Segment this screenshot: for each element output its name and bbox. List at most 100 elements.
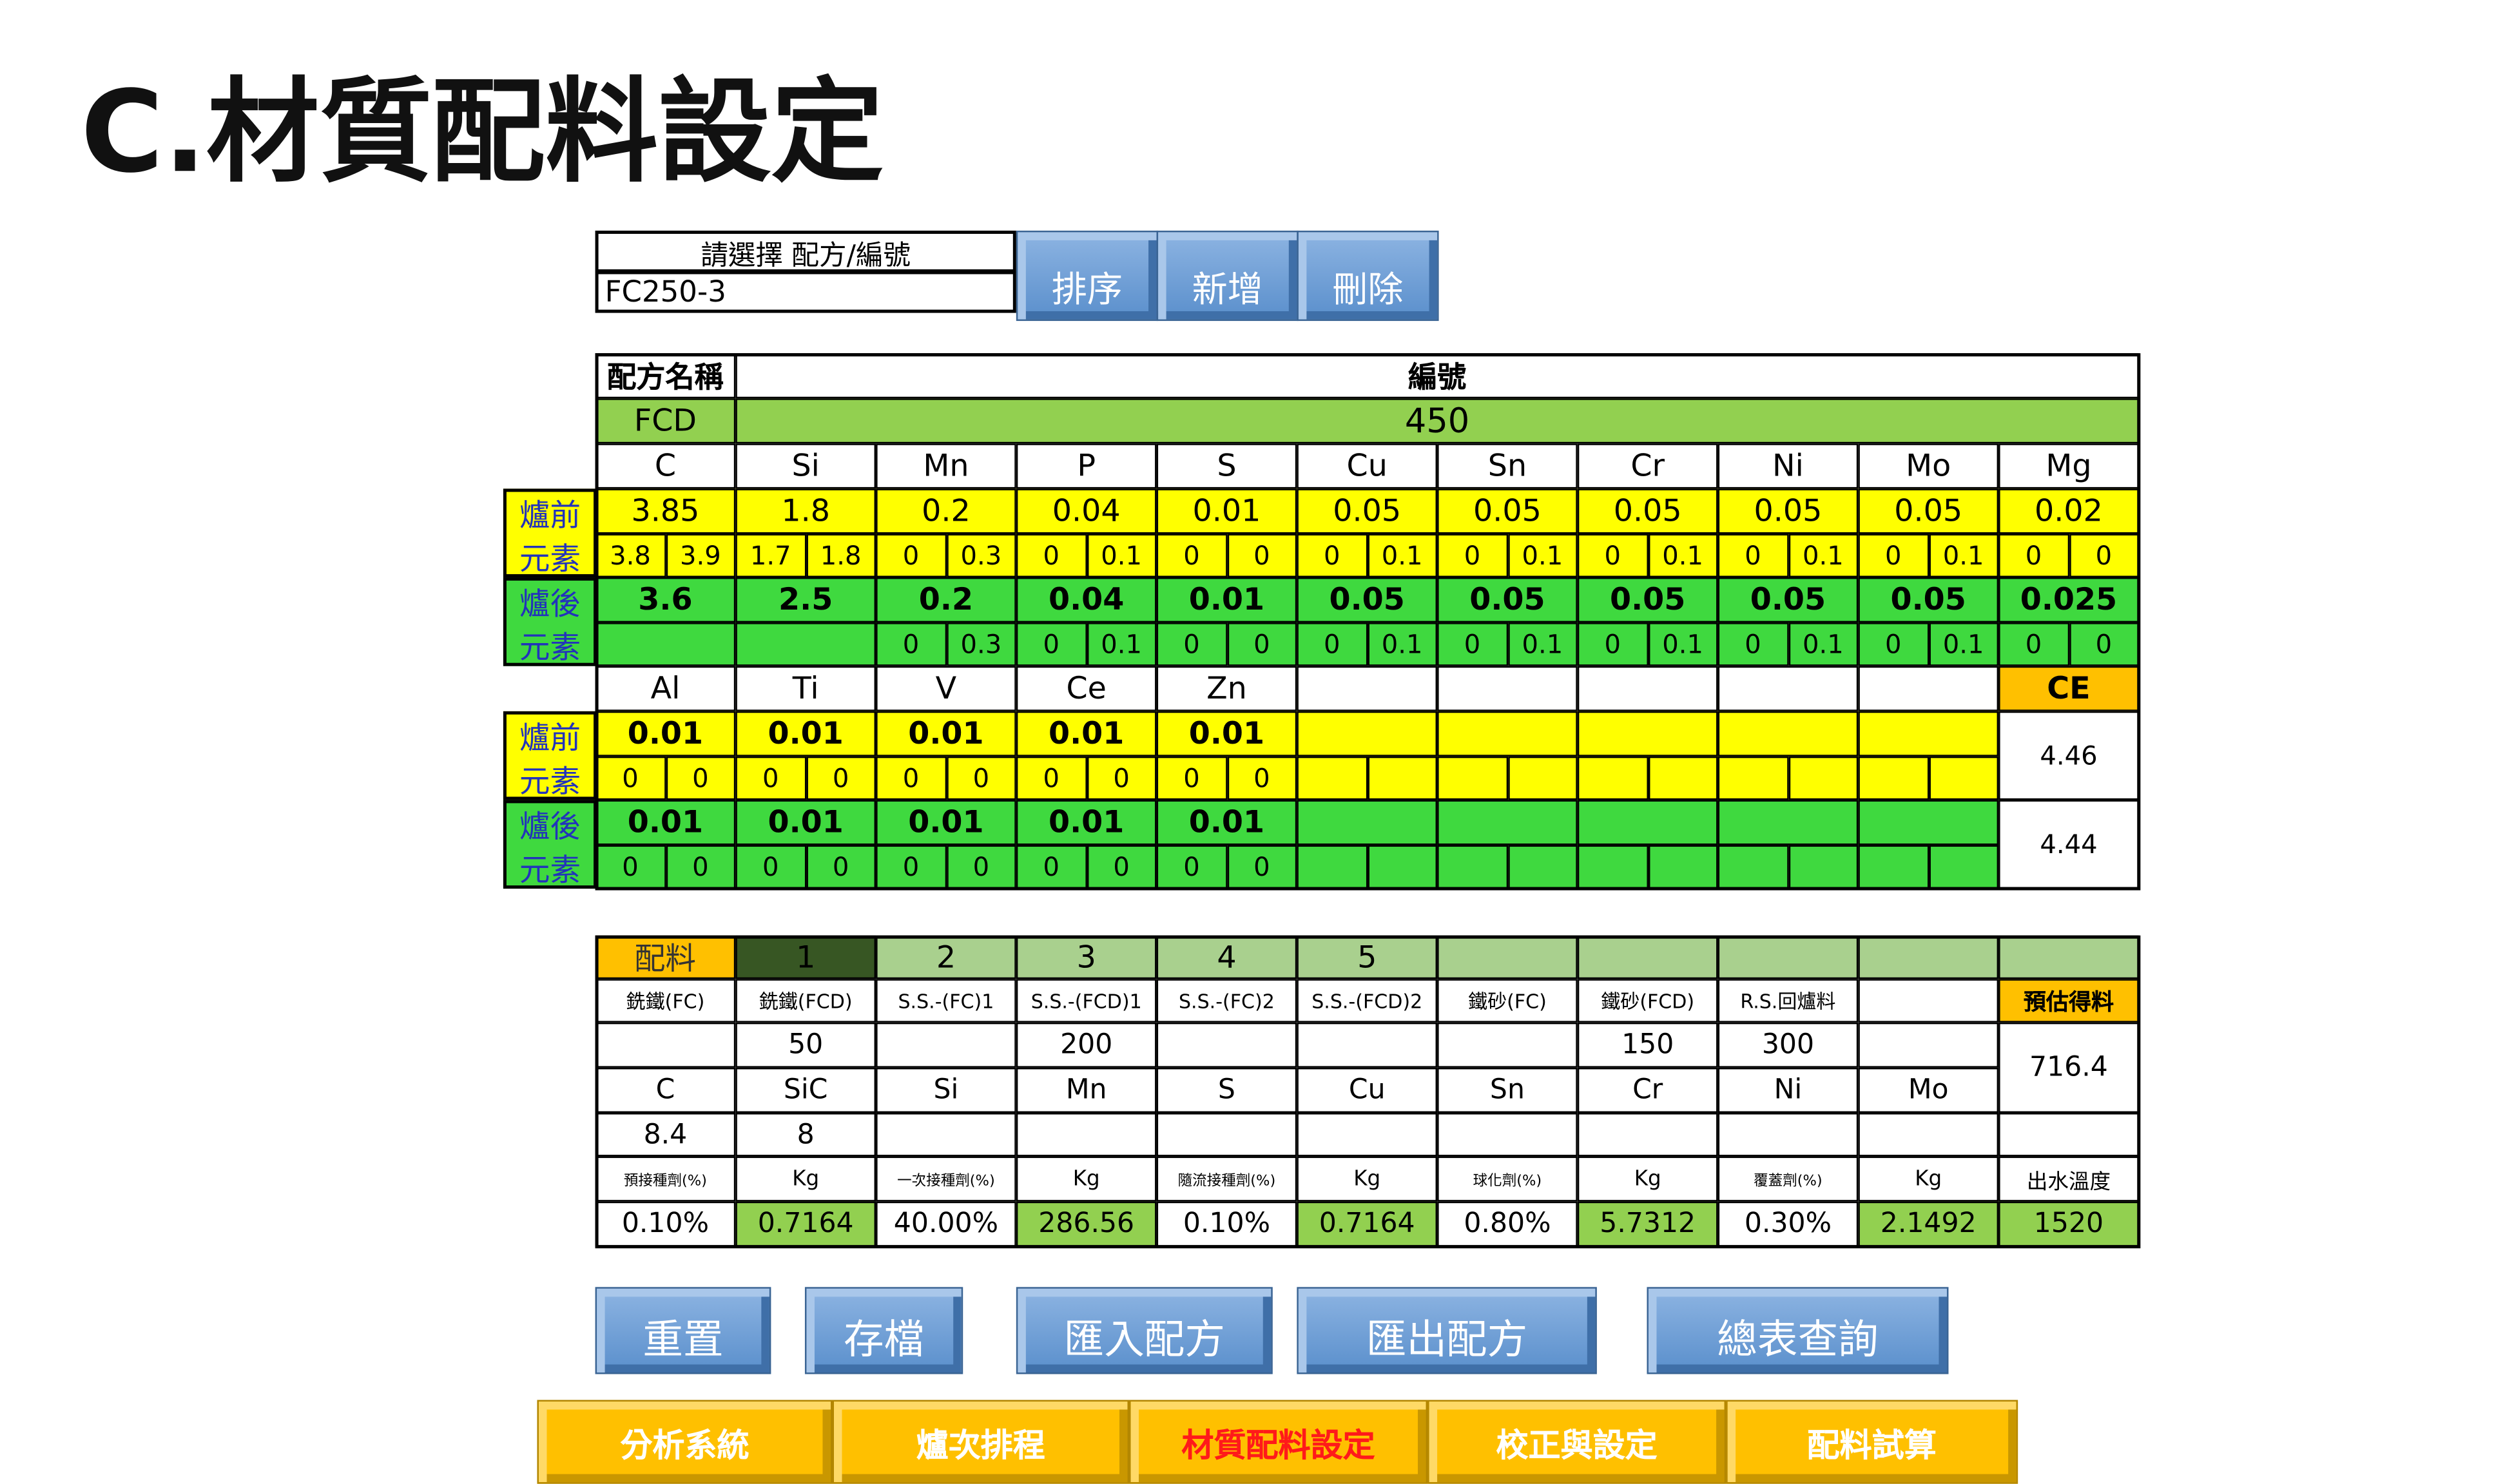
after2-value: 0.01 [735, 800, 876, 845]
side-label-line: 爐後 [519, 809, 581, 845]
row-side-label: 爐後 元素 [503, 800, 597, 889]
before2-value [1577, 711, 1718, 756]
additive-amount: 8 [735, 1113, 876, 1157]
material-name: S.S.-(FCD)2 [1297, 979, 1438, 1023]
range-max: 0.1 [1647, 622, 1718, 666]
element-name: Sn [1437, 443, 1578, 489]
range-min: 0 [1717, 534, 1788, 578]
material-amount [595, 1022, 736, 1068]
range-max: 0.1 [1367, 622, 1438, 666]
param-label: 預接種劑(%) [595, 1156, 736, 1202]
after2-value [1577, 800, 1718, 845]
range-min: 0 [1156, 622, 1227, 666]
additive-amount [1577, 1113, 1718, 1157]
range-max: 0.1 [1788, 534, 1859, 578]
after-value: 0.05 [1437, 577, 1578, 623]
nav-tab[interactable]: 校正與設定 [1427, 1400, 1726, 1484]
range-empty [1717, 845, 1788, 889]
range-min: 0 [1437, 534, 1507, 578]
param-label: Kg [1577, 1156, 1718, 1202]
range-empty [1507, 756, 1578, 800]
element2-name [1437, 666, 1578, 711]
before2-value [1437, 711, 1578, 756]
range-max: 0.1 [1367, 534, 1438, 578]
material-name [1858, 979, 1999, 1023]
element-name: P [1016, 443, 1157, 489]
nav-tab[interactable]: 配料試算 [1726, 1400, 2018, 1484]
range-min: 0 [1016, 622, 1087, 666]
material-amount: 200 [1016, 1022, 1157, 1068]
row-side-label: 爐前 元素 [503, 488, 597, 578]
material-name: S.S.-(FC)2 [1156, 979, 1297, 1023]
action-button[interactable]: 匯入配方 [1016, 1287, 1273, 1374]
range-min: 0 [595, 845, 666, 889]
range-max: 0.3 [945, 534, 1016, 578]
range-max: 3.9 [665, 534, 736, 578]
range-min: 0 [1717, 622, 1788, 666]
before-value: 0.05 [1577, 488, 1718, 534]
after-value: 0.04 [1016, 577, 1157, 623]
action-button[interactable]: 匯出配方 [1297, 1287, 1597, 1374]
additive-name: C [595, 1067, 736, 1113]
range-empty [1577, 756, 1648, 800]
param-value: 0.10% [1156, 1201, 1297, 1247]
range-min: 0 [876, 845, 946, 889]
side-label-line: 爐前 [519, 498, 581, 534]
before2-value [1297, 711, 1438, 756]
material-name: 銑鐵(FCD) [735, 979, 876, 1023]
before-value: 0.05 [1858, 488, 1999, 534]
range-min: 3.8 [595, 534, 666, 578]
range-empty [1437, 845, 1507, 889]
element2-name: Al [595, 666, 736, 711]
additive-name: Sn [1437, 1067, 1578, 1113]
selector-button[interactable]: 排序 [1016, 230, 1159, 322]
nav-tab[interactable]: 材質配料設定 [1129, 1400, 1428, 1484]
additive-name: SiC [735, 1067, 876, 1113]
action-button[interactable]: 存檔 [804, 1287, 963, 1374]
before-value: 0.05 [1437, 488, 1578, 534]
param-value: 286.56 [1016, 1201, 1157, 1247]
nav-tab[interactable]: 分析系統 [537, 1400, 833, 1484]
after-value: 0.05 [1297, 577, 1438, 623]
action-button[interactable]: 重置 [595, 1287, 771, 1374]
range-empty [735, 622, 876, 666]
range-max: 0.3 [945, 622, 1016, 666]
range-max: 0 [1226, 845, 1297, 889]
before2-value [1717, 711, 1859, 756]
material-amount [1437, 1022, 1578, 1068]
element-name: Mg [1998, 443, 2139, 489]
material-amount: 300 [1717, 1022, 1859, 1068]
before-value: 0.2 [876, 488, 1016, 534]
param-label: 覆蓋劑(%) [1717, 1156, 1859, 1202]
selector-button[interactable]: 新增 [1156, 230, 1299, 322]
param-value: 40.00% [876, 1201, 1016, 1247]
side-label-line: 爐後 [519, 587, 581, 623]
param-value: 0.80% [1437, 1201, 1578, 1247]
range-max: 0 [806, 756, 876, 800]
param-label: 出水溫度 [1998, 1156, 2139, 1202]
selector-button[interactable]: 刪除 [1297, 230, 1439, 322]
after-value: 0.2 [876, 577, 1016, 623]
additive-name: S [1156, 1067, 1297, 1113]
nav-tab[interactable]: 爐次排程 [832, 1400, 1130, 1484]
additive-amount [1998, 1113, 2139, 1157]
row-side-label: 爐前 元素 [503, 711, 597, 800]
before-value: 0.05 [1297, 488, 1438, 534]
after2-value: 0.01 [876, 800, 1016, 845]
after2-value [1297, 800, 1438, 845]
page-title: C.材質配料設定 [81, 66, 884, 198]
action-button[interactable]: 總表查詢 [1647, 1287, 1949, 1374]
selector-label: 請選擇 配方/編號 [595, 230, 1016, 273]
range-empty [1788, 845, 1859, 889]
slot-number: 2 [876, 935, 1016, 979]
material-name: S.S.-(FC)1 [876, 979, 1016, 1023]
range-max: 0.1 [1647, 534, 1718, 578]
range-min: 0 [1437, 622, 1507, 666]
range-empty [1297, 756, 1368, 800]
range-empty [1437, 756, 1507, 800]
range-min: 0 [595, 756, 666, 800]
range-max: 0 [806, 845, 876, 889]
range-min: 1.7 [735, 534, 806, 578]
